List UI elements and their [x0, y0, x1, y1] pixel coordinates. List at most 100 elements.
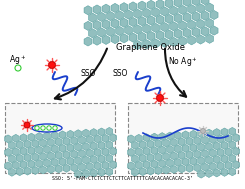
- Polygon shape: [139, 168, 146, 176]
- Polygon shape: [206, 170, 212, 177]
- Polygon shape: [51, 131, 58, 139]
- Polygon shape: [116, 26, 123, 36]
- Circle shape: [24, 122, 30, 128]
- Polygon shape: [111, 19, 119, 28]
- Polygon shape: [132, 168, 138, 176]
- Polygon shape: [134, 40, 142, 50]
- Polygon shape: [135, 161, 142, 169]
- Polygon shape: [170, 6, 178, 15]
- Polygon shape: [5, 148, 12, 156]
- Polygon shape: [147, 31, 155, 41]
- Polygon shape: [86, 163, 93, 170]
- Polygon shape: [221, 155, 228, 163]
- Polygon shape: [16, 154, 23, 162]
- Polygon shape: [102, 4, 110, 13]
- Polygon shape: [171, 165, 177, 173]
- Polygon shape: [170, 37, 178, 46]
- Polygon shape: [217, 162, 224, 170]
- Polygon shape: [201, 11, 209, 20]
- Polygon shape: [233, 134, 240, 142]
- FancyBboxPatch shape: [128, 103, 238, 173]
- Polygon shape: [135, 134, 142, 142]
- Polygon shape: [167, 132, 173, 140]
- Polygon shape: [206, 156, 212, 164]
- Polygon shape: [28, 133, 35, 141]
- Polygon shape: [107, 12, 114, 21]
- Polygon shape: [124, 26, 133, 35]
- Polygon shape: [229, 154, 236, 162]
- Polygon shape: [93, 5, 101, 14]
- Polygon shape: [44, 159, 50, 167]
- Polygon shape: [165, 14, 173, 23]
- Polygon shape: [147, 167, 154, 175]
- Polygon shape: [182, 144, 189, 152]
- Polygon shape: [16, 168, 23, 176]
- Polygon shape: [138, 32, 146, 41]
- Polygon shape: [132, 155, 138, 163]
- Polygon shape: [94, 162, 101, 170]
- Polygon shape: [160, 7, 169, 16]
- Polygon shape: [83, 156, 89, 164]
- Polygon shape: [24, 167, 31, 175]
- Polygon shape: [183, 28, 191, 37]
- Polygon shape: [178, 151, 185, 159]
- Polygon shape: [221, 128, 228, 136]
- Polygon shape: [190, 157, 197, 165]
- Polygon shape: [213, 129, 220, 136]
- Polygon shape: [194, 150, 201, 158]
- Polygon shape: [75, 130, 82, 138]
- Polygon shape: [182, 158, 189, 166]
- Polygon shape: [134, 25, 142, 34]
- Polygon shape: [206, 19, 214, 28]
- Polygon shape: [147, 140, 154, 148]
- Polygon shape: [143, 24, 150, 33]
- Polygon shape: [229, 141, 236, 149]
- Polygon shape: [51, 145, 58, 153]
- Polygon shape: [98, 168, 105, 176]
- Polygon shape: [209, 136, 216, 143]
- Polygon shape: [206, 3, 214, 12]
- Polygon shape: [156, 15, 164, 24]
- Polygon shape: [111, 3, 119, 12]
- Polygon shape: [202, 136, 208, 144]
- Polygon shape: [202, 163, 208, 171]
- Polygon shape: [182, 131, 189, 139]
- Polygon shape: [192, 12, 200, 21]
- Polygon shape: [147, 154, 154, 162]
- Polygon shape: [143, 40, 150, 49]
- Polygon shape: [128, 135, 135, 143]
- Polygon shape: [102, 20, 110, 29]
- Polygon shape: [201, 27, 209, 36]
- Polygon shape: [44, 146, 50, 153]
- Text: SSO: SSO: [113, 68, 128, 77]
- Polygon shape: [129, 33, 137, 42]
- Polygon shape: [186, 137, 193, 145]
- Polygon shape: [110, 147, 117, 155]
- Polygon shape: [106, 127, 113, 135]
- Polygon shape: [147, 16, 155, 25]
- Polygon shape: [174, 0, 182, 7]
- Polygon shape: [106, 168, 113, 176]
- Polygon shape: [32, 140, 39, 148]
- Polygon shape: [28, 160, 35, 168]
- Polygon shape: [174, 14, 182, 23]
- Polygon shape: [9, 155, 15, 163]
- Polygon shape: [102, 161, 109, 169]
- Polygon shape: [28, 147, 35, 155]
- Polygon shape: [94, 149, 101, 156]
- Polygon shape: [90, 142, 97, 150]
- Polygon shape: [75, 170, 82, 178]
- Polygon shape: [147, 0, 155, 9]
- Polygon shape: [197, 35, 205, 44]
- Polygon shape: [165, 0, 173, 8]
- Polygon shape: [174, 131, 181, 139]
- Polygon shape: [229, 168, 236, 176]
- Polygon shape: [9, 141, 15, 149]
- Polygon shape: [51, 158, 58, 166]
- Polygon shape: [209, 149, 216, 157]
- Polygon shape: [206, 129, 212, 137]
- Polygon shape: [201, 0, 209, 5]
- Polygon shape: [213, 169, 220, 177]
- Polygon shape: [110, 134, 117, 142]
- Polygon shape: [188, 20, 196, 29]
